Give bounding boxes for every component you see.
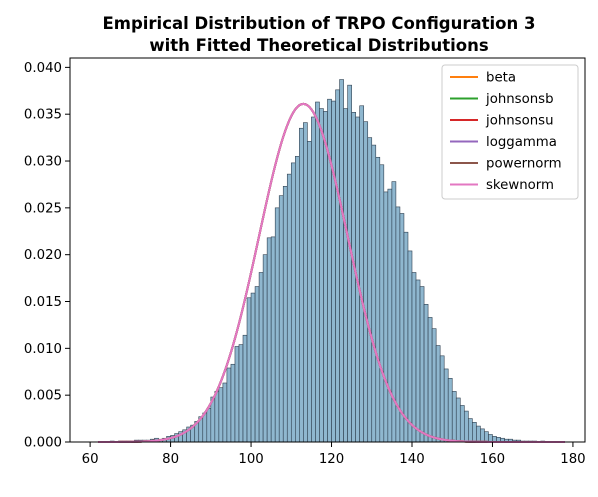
- legend-label-johnsonsu: johnsonsu: [485, 114, 554, 129]
- histogram-bar: [463, 410, 469, 443]
- histogram-bar: [383, 191, 389, 443]
- y-tick-label: 0.030: [24, 155, 62, 170]
- y-axis: 0.000 0.005 0.010 0.015 0.020 0.025 0.030 0.035…: [24, 61, 70, 451]
- histogram-bar: [351, 112, 356, 443]
- histogram-bar: [363, 121, 369, 443]
- histogram-bar: [423, 304, 429, 443]
- y-tick-label: 0.020: [24, 248, 62, 263]
- x-tick-label: 140: [399, 452, 424, 467]
- x-tick-label: 80: [162, 452, 179, 467]
- histogram-bar: [299, 127, 304, 443]
- chart-title: Empirical Distribution of TRPO Configura…: [102, 14, 535, 33]
- legend-label-skewnorm: skewnorm: [486, 178, 554, 193]
- histogram-bar: [319, 108, 324, 443]
- histogram-bar: [274, 207, 280, 443]
- histogram-bar: [246, 297, 252, 443]
- histogram-bar: [214, 391, 220, 443]
- histogram-bar: [323, 111, 328, 443]
- histogram-bar: [347, 84, 352, 443]
- histogram-bar: [242, 334, 248, 443]
- histogram-bar: [311, 116, 316, 443]
- histogram-bar: [230, 363, 236, 443]
- histogram-bar: [468, 418, 473, 443]
- histogram-bar: [234, 346, 240, 443]
- histogram-bar: [307, 141, 312, 443]
- histogram-bar: [435, 345, 441, 443]
- histogram-bar: [431, 328, 437, 443]
- histogram-bar: [303, 122, 308, 443]
- histogram-bar: [387, 188, 393, 443]
- x-tick-label: 180: [560, 452, 585, 467]
- histogram-bar: [407, 250, 413, 443]
- histogram-bar: [371, 144, 377, 443]
- histogram-bar: [226, 367, 232, 443]
- histogram-bar: [254, 286, 260, 443]
- y-tick-label: 0.000: [24, 436, 62, 451]
- histogram-bar: [488, 434, 493, 443]
- histogram-bar: [218, 387, 224, 443]
- histogram-bar: [484, 431, 489, 443]
- legend-label-beta: beta: [486, 71, 516, 86]
- histogram-bar: [443, 368, 449, 443]
- histogram-bar: [266, 237, 272, 443]
- histogram-bar: [286, 173, 292, 443]
- histogram-bar: [415, 279, 421, 443]
- histogram-bar: [367, 137, 373, 443]
- histogram-bar: [335, 89, 340, 443]
- histogram-bar: [439, 355, 445, 443]
- y-tick-label: 0.015: [24, 295, 62, 310]
- x-axis: 60 80 100 120 140 160 180: [82, 442, 586, 467]
- histogram-bar: [419, 286, 425, 443]
- histogram-bar: [278, 195, 284, 443]
- x-tick-label: 160: [480, 452, 505, 467]
- chart-subtitle: with Fitted Theoretical Distributions: [149, 36, 488, 55]
- x-tick-label: 60: [82, 452, 99, 467]
- histogram-bar: [339, 79, 344, 443]
- histogram-bar: [447, 378, 453, 443]
- histogram-bar: [315, 101, 320, 443]
- histogram-bar: [379, 164, 385, 443]
- histogram-bar: [455, 397, 461, 443]
- histogram-bar: [476, 425, 481, 443]
- histogram-bar: [451, 391, 457, 443]
- histogram-bar: [472, 422, 477, 443]
- x-tick-label: 100: [238, 452, 263, 467]
- histogram-bar: [375, 156, 381, 443]
- histogram-bar: [238, 344, 244, 443]
- y-tick-label: 0.025: [24, 201, 62, 216]
- y-tick-label: 0.040: [24, 61, 62, 76]
- histogram-bar: [427, 317, 433, 443]
- histogram-bar: [270, 236, 276, 443]
- plot-frame: [69, 57, 586, 443]
- histogram-bar: [202, 412, 208, 443]
- legend-label-powernorm: powernorm: [486, 157, 562, 172]
- histogram-bar: [343, 108, 348, 443]
- histogram-bar: [459, 405, 465, 443]
- legend-label-johnsonsb: johnsonsb: [485, 92, 554, 107]
- histogram-bar: [399, 213, 405, 443]
- histogram-bar: [222, 382, 228, 443]
- y-tick-label: 0.035: [24, 108, 62, 123]
- histogram-bar: [258, 272, 264, 443]
- histogram-bar: [262, 254, 268, 443]
- legend-label-loggamma: loggamma: [486, 135, 557, 150]
- x-tick-label: 120: [319, 452, 344, 467]
- histogram-bar: [359, 105, 365, 443]
- histogram-bar: [480, 428, 485, 443]
- histogram-bar: [282, 186, 288, 443]
- histogram-bar: [250, 292, 256, 443]
- y-tick-label: 0.005: [24, 389, 62, 404]
- y-tick-label: 0.010: [24, 342, 62, 357]
- histogram-bar: [290, 162, 296, 443]
- histogram-bar: [411, 272, 417, 443]
- histogram-bar: [295, 156, 300, 443]
- histogram-bar: [403, 231, 409, 443]
- histogram-bar: [331, 100, 336, 443]
- legend: beta johnsonsb johnsonsu loggamma powernorm s…: [441, 64, 579, 200]
- histogram-bars: [109, 79, 546, 443]
- histogram-bar: [206, 407, 212, 443]
